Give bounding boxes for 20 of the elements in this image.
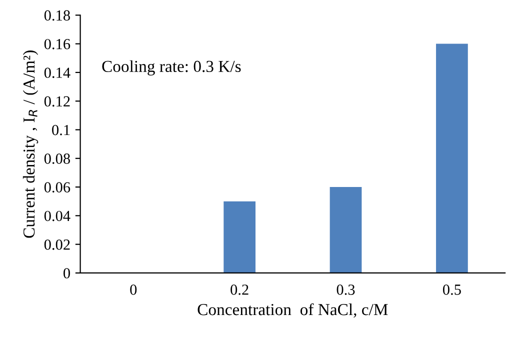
- bar: [224, 201, 256, 273]
- y-tick-label: 0.02: [44, 239, 70, 250]
- x-axis-title: Concentration of NaCl, c/M: [198, 303, 388, 318]
- bar: [330, 187, 362, 273]
- x-tick-label: 0.2: [230, 284, 248, 295]
- annotation: Cooling rate: 0.3 K/s: [102, 60, 241, 76]
- y-tick-label: 0.08: [44, 154, 70, 164]
- y-tick-label: 0.14: [44, 68, 70, 78]
- y-tick-label: 0.06: [44, 182, 70, 193]
- y-tick-label: 0.18: [44, 10, 70, 21]
- y-tick-label: 0.04: [44, 210, 70, 222]
- x-tick-label: 0.5: [442, 284, 461, 295]
- bar: [436, 44, 468, 273]
- y-tick-label: 0: [64, 268, 70, 278]
- y-tick-label: 0.16: [44, 38, 70, 50]
- y-tick-label: 0.12: [44, 96, 70, 107]
- x-tick-label: 0: [130, 284, 137, 295]
- y-axis-title: Current density , I$_{R}$ / (A/m²): [22, 50, 38, 238]
- y-tick-label: 0.1: [52, 124, 70, 136]
- x-tick-label: 0.3: [336, 284, 355, 295]
